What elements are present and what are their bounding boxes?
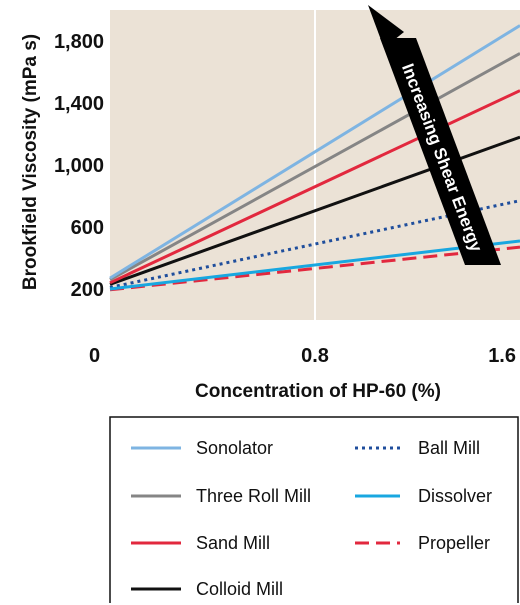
y-axis-title: Brookfield Viscosity (mPa s) [20,34,41,290]
legend-label-ball-mill: Ball Mill [418,438,480,458]
series-lines [109,24,520,292]
y-tick-label: 1,800 [54,31,104,53]
y-tick-label: 200 [71,279,104,301]
legend-label-colloid-mill: Colloid Mill [196,579,283,599]
x-tick-label: 1.6 [488,345,516,367]
legend-label-sand-mill: Sand Mill [196,533,270,553]
legend-label-three-roll-mill: Three Roll Mill [196,486,311,506]
legend-label-propeller: Propeller [418,533,490,553]
legend: Sonolator Three Roll Mill Sand Mill Colloid… [109,416,519,603]
series-line-dissolver [109,239,520,291]
series-line-sand-mill [109,89,520,285]
x-axis-title: Concentration of HP-60 (%) [195,381,441,402]
legend-label-sonolator: Sonolator [196,438,273,458]
y-tick-label: 600 [71,217,104,239]
y-tick-labels: 200 600 1,000 1,400 1,800 [54,31,104,301]
y-tick-label: 1,000 [54,155,104,177]
arrow-shaft [380,38,501,265]
series-line-three-roll-mill [109,52,520,282]
y-tick-label: 1,400 [54,93,104,115]
x-tick-label: 0 [89,345,100,367]
x-tick-label: 0.8 [301,345,329,367]
arrow-head [368,5,404,48]
x-tick-labels: 0 0.8 1.6 [89,345,516,367]
series-line-sonolator [109,24,520,280]
series-line-propeller [109,245,520,292]
legend-label-dissolver: Dissolver [418,486,492,506]
legend-border [109,416,519,603]
